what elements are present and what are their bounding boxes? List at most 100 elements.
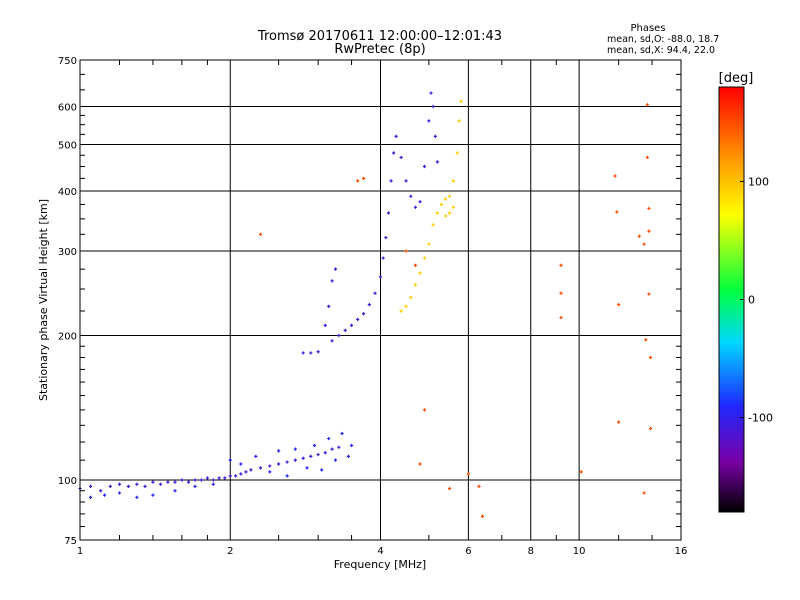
- data-point: [277, 462, 281, 466]
- data-point: [648, 355, 653, 360]
- x-tick-label: 4: [377, 546, 383, 557]
- data-point: [642, 242, 646, 246]
- data-point: [223, 476, 227, 480]
- data-point: [199, 478, 203, 482]
- data-point: [323, 323, 327, 327]
- x-tick-label: 6: [465, 546, 471, 557]
- data-point: [330, 279, 334, 283]
- data-point: [135, 482, 139, 486]
- data-point: [455, 151, 459, 155]
- chart-subtitle: RwPretec (8p): [334, 42, 425, 57]
- data-points: [78, 91, 653, 518]
- x-tick-label: 10: [573, 546, 586, 557]
- data-point: [394, 134, 398, 138]
- data-point: [386, 211, 391, 215]
- data-point: [637, 234, 641, 238]
- data-point: [143, 484, 147, 488]
- data-point: [356, 179, 360, 183]
- data-point: [451, 205, 456, 209]
- colorbar-tick-label: 100: [748, 175, 769, 188]
- data-point: [399, 309, 403, 313]
- data-point: [451, 179, 456, 183]
- data-point: [108, 484, 112, 488]
- data-point: [99, 489, 103, 493]
- y-tick-label: 75: [64, 536, 77, 547]
- data-point: [559, 315, 563, 320]
- data-point: [477, 484, 481, 488]
- data-point: [443, 214, 448, 218]
- data-point: [559, 291, 563, 295]
- data-point: [447, 194, 452, 198]
- data-point: [413, 205, 418, 209]
- data-point: [285, 460, 289, 464]
- data-point: [409, 295, 413, 300]
- data-point: [431, 223, 435, 227]
- data-point: [293, 447, 297, 451]
- x-tick-label: 16: [675, 546, 688, 557]
- x-tick-label: 2: [227, 546, 233, 557]
- data-point: [323, 451, 327, 455]
- data-point: [343, 328, 347, 332]
- grid-lines: [80, 60, 681, 540]
- data-point: [373, 291, 377, 295]
- data-point: [316, 452, 320, 457]
- data-point: [647, 292, 651, 296]
- data-point: [239, 472, 243, 476]
- data-point: [151, 493, 155, 497]
- data-point: [173, 489, 177, 493]
- data-point: [211, 482, 215, 486]
- data-point: [427, 119, 431, 123]
- data-point: [466, 472, 470, 476]
- data-point: [180, 478, 184, 482]
- data-point: [320, 468, 324, 472]
- data-point: [268, 464, 272, 468]
- data-point: [617, 420, 621, 424]
- data-point: [258, 466, 263, 470]
- x-tick-label: 8: [528, 546, 534, 557]
- data-point: [333, 458, 338, 462]
- data-point: [277, 449, 281, 453]
- y-tick-label: 750: [58, 56, 77, 67]
- data-point: [249, 468, 253, 472]
- y-axis-label: Stationary phase Virtual Height [km]: [37, 199, 50, 401]
- data-point: [422, 164, 427, 169]
- data-point: [356, 317, 360, 322]
- data-point: [193, 478, 197, 482]
- y-tick-label: 600: [58, 103, 77, 114]
- data-point: [254, 454, 258, 459]
- data-point: [480, 514, 484, 518]
- data-point: [647, 229, 651, 233]
- data-point: [378, 275, 383, 279]
- stats-line-x: mean, sd,X: 94.4, 22.0: [607, 45, 715, 56]
- data-point: [330, 447, 334, 451]
- data-point: [186, 480, 191, 484]
- data-point: [158, 482, 163, 486]
- data-point: [559, 263, 563, 267]
- data-point: [422, 256, 427, 260]
- data-point: [244, 470, 248, 474]
- data-point: [615, 210, 619, 214]
- data-point: [346, 454, 351, 459]
- data-point: [301, 456, 305, 460]
- plot-frame: [79, 59, 682, 541]
- data-point: [422, 408, 427, 412]
- data-point: [404, 249, 408, 253]
- chart-title: Tromsø 20170611 12:00:00–12:01:43: [257, 29, 502, 44]
- y-tick-label: 300: [58, 247, 77, 258]
- data-point: [312, 443, 317, 448]
- stats-line-o: mean, sd,O: -88.0, 18.7: [607, 34, 719, 45]
- data-point: [457, 119, 461, 123]
- data-point: [404, 304, 408, 308]
- data-point: [285, 474, 289, 478]
- data-point: [117, 491, 122, 495]
- data-point: [429, 91, 433, 95]
- data-point: [447, 211, 452, 215]
- data-point: [301, 351, 305, 355]
- data-point: [151, 480, 155, 484]
- data-point: [439, 202, 444, 207]
- data-point: [211, 478, 215, 482]
- data-point: [293, 458, 297, 462]
- data-point: [268, 470, 272, 474]
- data-point: [413, 263, 418, 267]
